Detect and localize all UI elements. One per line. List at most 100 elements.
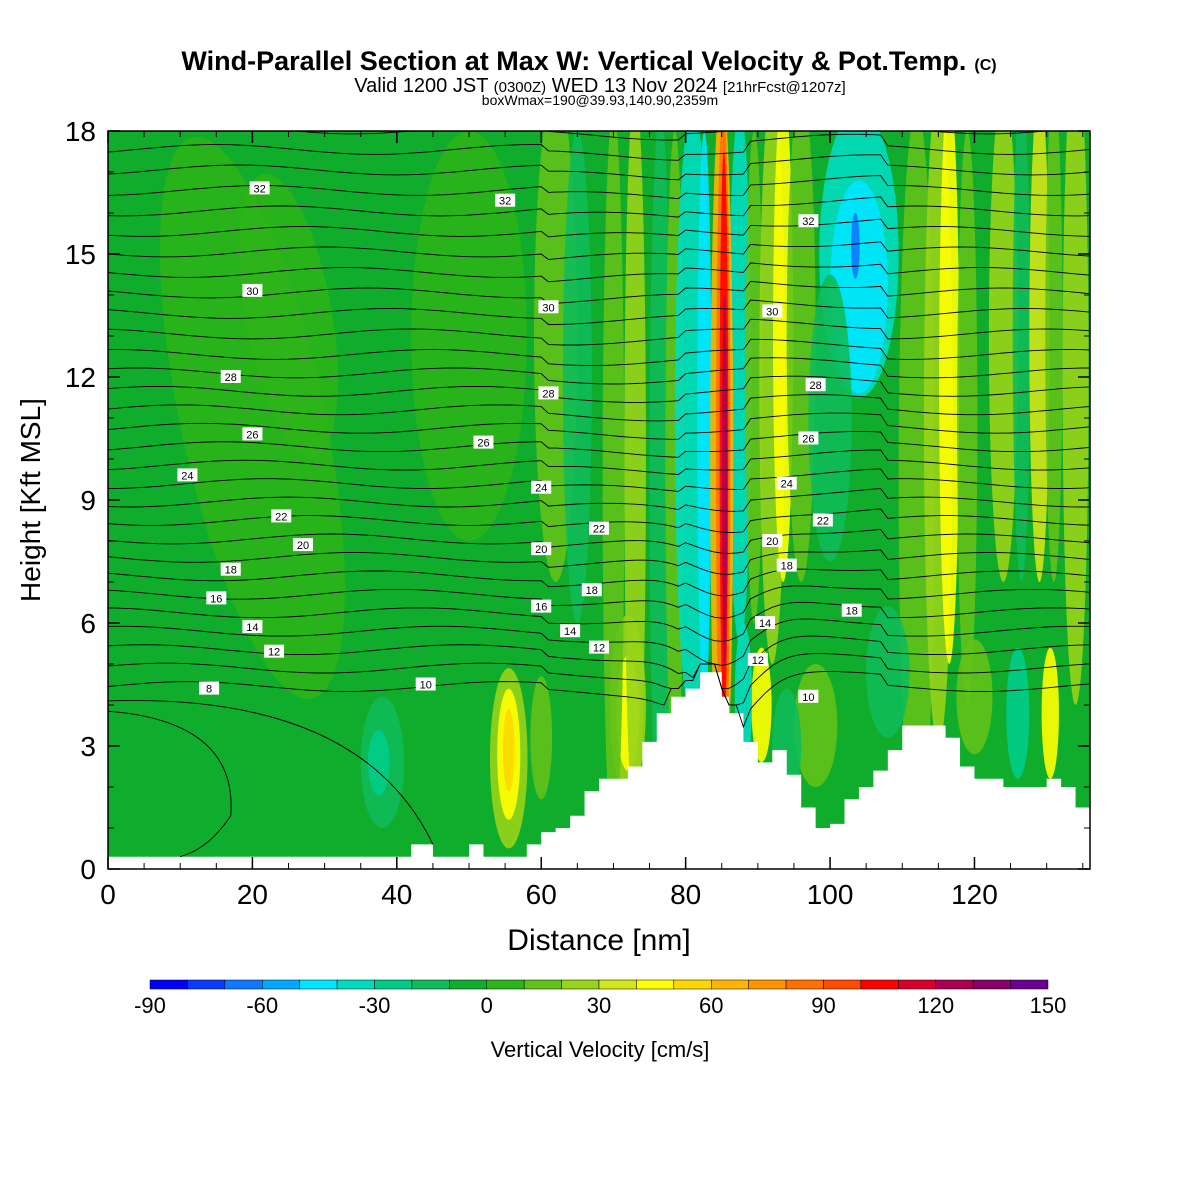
theta-contour-label: 24 <box>177 468 198 482</box>
theta-contour-label-bg <box>292 538 313 552</box>
colorbar-swatch <box>898 979 936 990</box>
theta-contour-label-bg <box>762 304 783 318</box>
theta-contour-label-text: 32 <box>499 196 511 208</box>
theta-contour-label: 30 <box>242 283 263 298</box>
theta-contour-label-text: 8 <box>206 684 212 696</box>
theta-contour-label-bg <box>589 521 609 535</box>
y-tick-label: 6 <box>80 608 96 639</box>
colorbar-swatch <box>673 979 712 990</box>
colorbar-swatch <box>785 979 824 990</box>
theta-contour-line <box>108 549 1090 575</box>
y-tick-label: 15 <box>65 239 96 270</box>
theta-contour-label-bg <box>473 435 494 449</box>
theta-contour-label-bg <box>220 562 241 576</box>
theta-contour-label-bg <box>747 652 768 666</box>
theta-contour-label: 28 <box>805 378 826 392</box>
velocity-cell <box>808 274 852 562</box>
theta-contour-label: 26 <box>473 435 494 450</box>
theta-contour-label: 14 <box>242 620 263 634</box>
y-tick-label: 9 <box>80 485 96 516</box>
colorbar-tick-label: -60 <box>246 993 278 1018</box>
theta-contour-label-bg <box>805 378 826 392</box>
velocity-cell <box>502 709 515 792</box>
theta-contour-label-text: 12 <box>752 655 764 667</box>
theta-contour-label-bg <box>531 542 552 556</box>
velocity-cell <box>722 295 728 664</box>
theta-contour-label-text: 32 <box>254 183 266 195</box>
theta-contour-label: 16 <box>531 599 552 614</box>
theta-contour-label: 32 <box>495 193 516 208</box>
velocity-cell <box>602 131 625 849</box>
colorbar-label: Vertical Velocity [cm/s] <box>491 1037 710 1062</box>
colorbar-tick-label: -90 <box>134 993 166 1018</box>
theta-contour-line <box>108 431 1090 458</box>
colorbar-tick-label: 60 <box>699 993 723 1018</box>
theta-contour-label: 32 <box>249 181 270 195</box>
chart-title: Wind-Parallel Section at Max W: Vertical… <box>181 46 996 76</box>
theta-contour-label-bg <box>762 534 783 547</box>
velocity-cell <box>866 606 910 738</box>
velocity-cell <box>728 131 752 644</box>
theta-contour-label: 18 <box>581 583 602 597</box>
theta-contour-label-text: 18 <box>225 565 237 577</box>
theta-contour-label: 28 <box>538 386 559 400</box>
theta-contour-label-bg <box>798 214 819 228</box>
colorbar-swatch <box>486 979 525 990</box>
theta-contour-label: 30 <box>762 304 783 318</box>
theta-contour-label-text: 12 <box>593 643 605 655</box>
theta-contour-label-text: 14 <box>246 622 258 634</box>
y-tick-label: 18 <box>65 116 96 147</box>
y-tick-label: 3 <box>80 731 96 762</box>
velocity-cell <box>1029 131 1050 582</box>
velocity-cell <box>939 131 960 664</box>
theta-contour-line <box>108 133 1090 161</box>
theta-contour-label-text: 20 <box>766 536 778 548</box>
theta-contour-label: 16 <box>206 591 227 605</box>
x-tick-label: 60 <box>526 879 557 910</box>
theta-contour-label: 24 <box>776 476 797 491</box>
theta-contour-label-text: 24 <box>535 483 547 495</box>
theta-contour-label-bg <box>242 427 263 441</box>
theta-contour-label: 26 <box>798 431 819 446</box>
theta-contour-label: 18 <box>220 562 241 577</box>
theta-contour-label-text: 18 <box>586 585 598 597</box>
colorbar-tick-label: 150 <box>1030 993 1067 1018</box>
theta-contour-line <box>108 375 1090 403</box>
colorbar-swatch <box>598 979 637 990</box>
colorbar-swatch <box>860 979 899 990</box>
theta-contour-label-bg <box>538 386 559 400</box>
colorbar-swatch <box>336 979 375 990</box>
velocity-cell <box>530 676 553 800</box>
terrain-mask <box>108 672 1090 869</box>
theta-contour-label: 28 <box>220 370 241 384</box>
theta-contour-label: 26 <box>242 427 263 441</box>
colorbar-tick-label: -30 <box>359 993 391 1018</box>
theta-contour-label: 18 <box>841 603 862 618</box>
theta-contour-label: 10 <box>798 689 819 704</box>
colorbar-swatch <box>523 979 562 990</box>
theta-contour-line <box>108 357 1090 385</box>
theta-contour-line <box>108 262 1090 283</box>
theta-contour-label-bg <box>841 603 862 617</box>
colorbar-tick-label: 120 <box>917 993 954 1018</box>
theta-contour-label-bg <box>242 620 263 634</box>
theta-contour-label-bg <box>220 370 241 383</box>
theta-contour-line <box>108 468 1090 492</box>
velocity-cell <box>745 131 763 623</box>
colorbar-tick-label: 90 <box>811 993 835 1018</box>
theta-contour-line <box>108 653 1090 706</box>
theta-contour-label: 32 <box>798 214 819 228</box>
theta-contour-label-text: 26 <box>802 434 814 446</box>
velocity-cell <box>793 664 838 787</box>
x-tick-label: 20 <box>237 879 268 910</box>
theta-contour-label-text: 22 <box>275 511 287 523</box>
x-axis: 0 20 40 60 80 100 120 <box>100 131 1084 910</box>
theta-contour-line <box>108 488 1090 512</box>
theta-contour-label-bg <box>581 583 602 597</box>
theta-contour-label-bg <box>177 468 198 482</box>
theta-contour-line <box>108 394 1090 422</box>
y-tick-label: 12 <box>65 362 96 393</box>
theta-contour-label-text: 24 <box>781 479 793 491</box>
theta-contour-line <box>108 663 1090 729</box>
colorbar-swatch <box>374 979 413 990</box>
